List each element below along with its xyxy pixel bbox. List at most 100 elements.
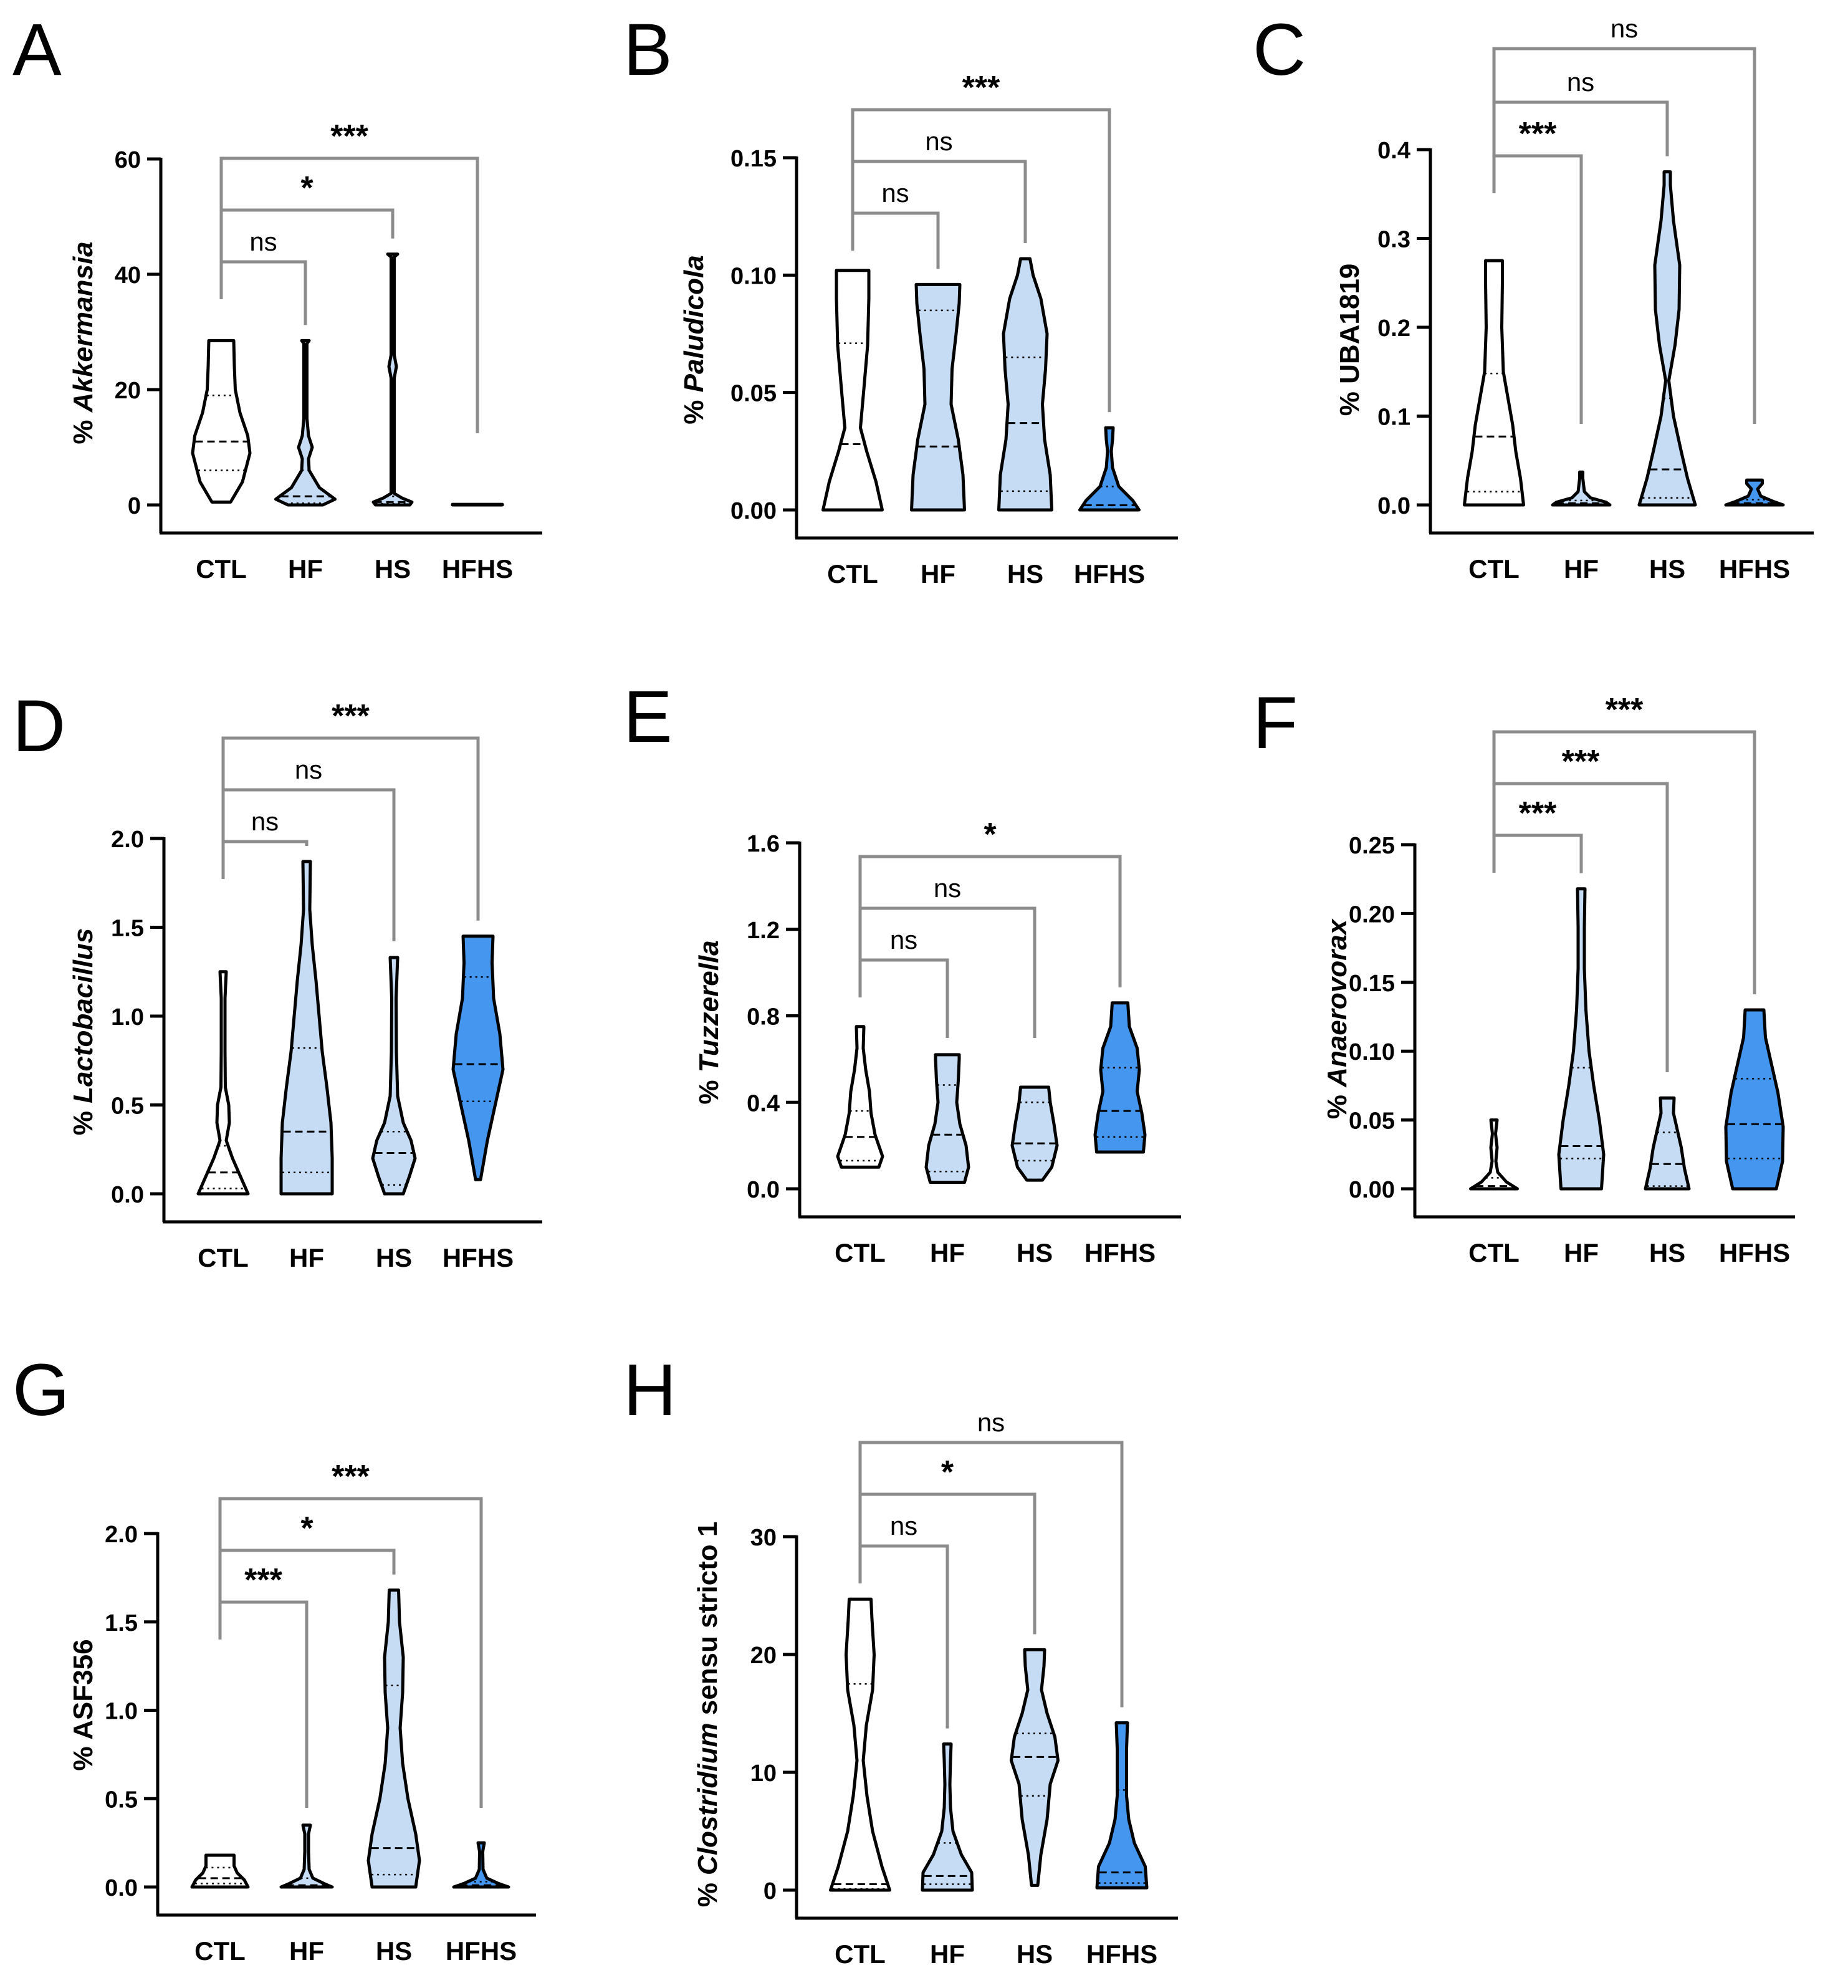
significance-bracket <box>218 1600 309 1808</box>
y-tick-label: 1.2 <box>747 918 780 944</box>
x-tick-label: HS <box>375 554 411 583</box>
y-axis-label: % Lactobacillus <box>68 928 98 1136</box>
significance-label: ns <box>1567 67 1594 97</box>
y-tick-label: 30 <box>750 1525 777 1551</box>
y-tick-label: 1.0 <box>111 1004 144 1030</box>
y-tick-label: 0.00 <box>730 498 777 524</box>
violin-ctl <box>829 1597 891 1892</box>
y-tick-label: 1.0 <box>105 1699 138 1725</box>
x-tick-label: HF <box>289 1243 324 1272</box>
x-tick-label: CTL <box>835 1939 886 1969</box>
x-tick-label: CTL <box>1468 554 1520 583</box>
significance-bracket <box>219 156 479 433</box>
y-tick-label: 0.0 <box>747 1177 780 1203</box>
y-axis-label-part: % <box>679 392 709 424</box>
significance-label: *** <box>1606 692 1644 728</box>
y-axis-label-part: % <box>68 1103 98 1135</box>
violin-ctl <box>191 339 252 504</box>
y-tick-label: 0.8 <box>747 1004 780 1030</box>
x-tick-label: CTL <box>194 1936 246 1966</box>
x-tick-label: HS <box>1007 559 1043 588</box>
significance-bracket <box>1492 730 1756 994</box>
y-tick-label: 0.10 <box>1349 1039 1395 1065</box>
violin-hs <box>997 257 1053 512</box>
violin-hf <box>1551 470 1612 507</box>
panel-letter: G <box>12 1349 70 1431</box>
violin-hs <box>1010 1648 1060 1887</box>
y-tick-label: 0.00 <box>1349 1177 1395 1203</box>
significance-label: ns <box>295 755 322 784</box>
significance-bracket <box>218 1497 483 1808</box>
x-tick-label: CTL <box>835 1238 886 1267</box>
y-axis-label-italic: Tuzzerella <box>694 940 724 1072</box>
significance-label: * <box>300 1510 314 1547</box>
x-tick-label: HF <box>288 554 323 583</box>
significance-bracket <box>851 211 940 269</box>
y-tick-label: 1.5 <box>111 916 144 942</box>
y-tick-label: 0.25 <box>1349 833 1395 859</box>
significance-label: *** <box>330 118 368 155</box>
y-axis-label: % Anaerovorax <box>1322 918 1352 1119</box>
violin-hf <box>279 1823 334 1889</box>
panel-letter: C <box>1253 9 1306 91</box>
significance-bracket <box>858 855 1122 997</box>
x-tick-label: HFHS <box>446 1936 517 1966</box>
y-axis-label-italic: Anaerovorax <box>1322 918 1352 1088</box>
panel-letter: B <box>623 9 673 91</box>
significance-label: *** <box>244 1562 282 1598</box>
y-axis-label-italic: Akkermansia <box>68 241 98 413</box>
x-tick-label: HF <box>1564 554 1599 583</box>
violin-hs <box>1637 170 1697 507</box>
violin-hs <box>366 1588 421 1889</box>
y-tick-label: 1.6 <box>747 831 780 857</box>
significance-bracket <box>219 260 307 325</box>
y-axis-label-part: % UBA1819 <box>1334 264 1365 416</box>
x-tick-label: HFHS <box>1074 559 1145 588</box>
y-axis-label-part: % ASF356 <box>68 1639 98 1770</box>
y-tick-label: 0 <box>764 1878 777 1904</box>
violin-hfhs <box>1093 1001 1147 1154</box>
y-tick-label: 0.4 <box>1377 138 1410 164</box>
y-tick-label: 0.15 <box>1349 971 1395 997</box>
panel-letter: F <box>1253 682 1298 764</box>
x-tick-label: HF <box>1564 1238 1599 1267</box>
violin-hf <box>910 282 966 512</box>
significance-label: *** <box>332 1459 370 1495</box>
panel-letter: E <box>623 676 673 758</box>
y-tick-label: 20 <box>115 378 141 404</box>
y-tick-label: 40 <box>115 262 141 289</box>
violin-ctl <box>196 970 250 1196</box>
y-tick-label: 0.0 <box>1377 493 1410 519</box>
x-tick-label: HS <box>1017 1939 1053 1969</box>
significance-label: *** <box>1562 744 1600 780</box>
y-tick-label: 1.5 <box>105 1610 138 1636</box>
violin-hs <box>371 252 414 507</box>
significance-label: ns <box>890 925 917 954</box>
significance-bracket <box>858 1441 1124 1707</box>
significance-bracket <box>858 958 949 1038</box>
violin-ctl <box>821 269 884 512</box>
significance-label: ns <box>1611 14 1638 43</box>
x-tick-label: HFHS <box>1719 1238 1790 1267</box>
significance-label: *** <box>1519 795 1557 832</box>
y-axis-label-part: sensu stricto 1 <box>692 1522 723 1723</box>
y-axis-label: % UBA1819 <box>1334 264 1365 416</box>
significance-label: *** <box>962 70 1000 106</box>
x-tick-label: CTL <box>196 554 247 583</box>
y-tick-label: 2.0 <box>105 1522 138 1548</box>
x-tick-label: HS <box>1017 1238 1053 1267</box>
violin-hf <box>924 1053 970 1184</box>
violin-hfhs <box>451 934 505 1181</box>
x-tick-label: HFHS <box>442 554 513 583</box>
significance-label: * <box>984 817 997 853</box>
y-tick-label: 10 <box>750 1760 777 1787</box>
violin-hfhs <box>1724 1008 1785 1191</box>
x-tick-label: HF <box>921 559 955 588</box>
